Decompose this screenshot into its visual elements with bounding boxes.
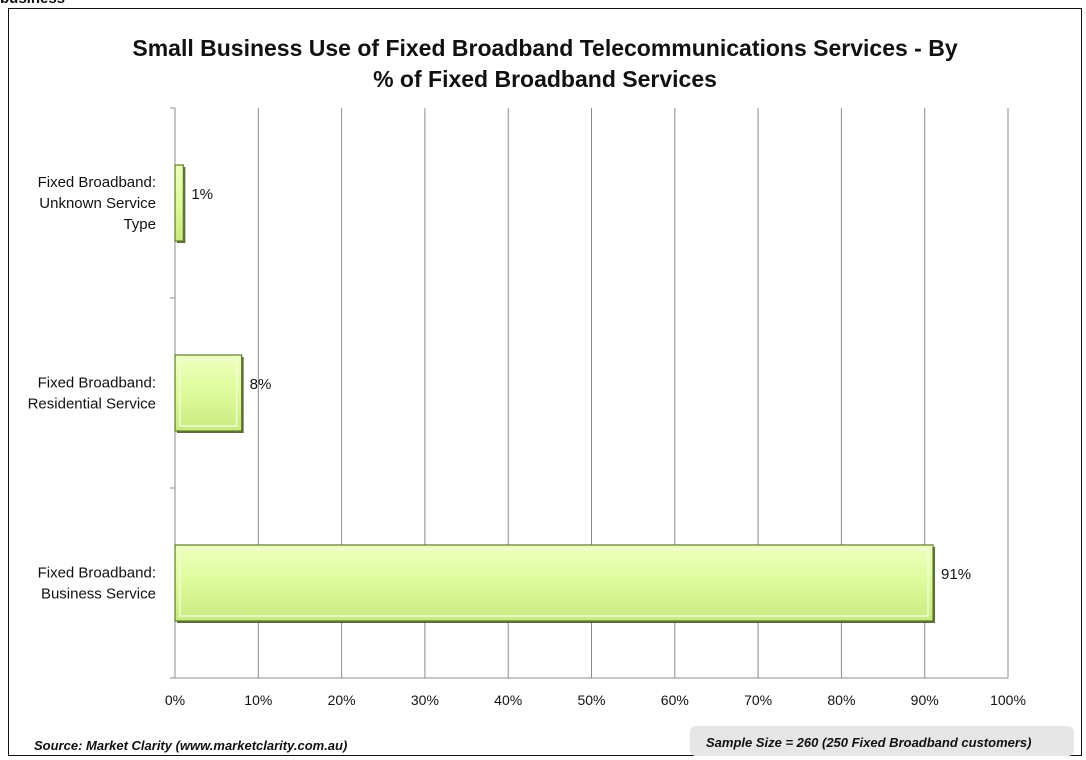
- category-label-line: Type: [123, 216, 156, 233]
- x-tick-label: 0%: [165, 692, 185, 708]
- sample-size-text: Sample Size = 260 (250 Fixed Broadband c…: [706, 735, 1032, 750]
- x-tick-label: 100%: [990, 692, 1026, 708]
- bar-bevel: [179, 359, 238, 427]
- category-label: Fixed Broadband: Residential Service: [28, 375, 156, 413]
- x-tick-label: 50%: [577, 692, 605, 708]
- bar-bevel: [179, 549, 929, 617]
- data-label: 91%: [941, 566, 971, 583]
- chart-title: Small Business Use of Fixed Broadband Te…: [9, 33, 1081, 95]
- x-tick-label: 80%: [827, 692, 855, 708]
- category-label-line: Fixed Broadband:: [38, 565, 156, 582]
- chart-title-line-1: Small Business Use of Fixed Broadband Te…: [132, 35, 958, 61]
- category-label: Fixed Broadband: Business Service: [38, 565, 156, 603]
- category-label-line: Fixed Broadband:: [38, 375, 156, 392]
- x-tick-label: 30%: [411, 692, 439, 708]
- x-tick-label: 10%: [244, 692, 272, 708]
- bar: [174, 354, 243, 432]
- category-label-line: Fixed Broadband:: [38, 174, 156, 191]
- x-tick-label: 20%: [328, 692, 356, 708]
- x-tick-label: 70%: [744, 692, 772, 708]
- x-tick-label: 90%: [911, 692, 939, 708]
- x-tick-label: 60%: [661, 692, 689, 708]
- category-label-line: Residential Service: [28, 396, 156, 413]
- category-label-line: Business Service: [41, 586, 156, 603]
- labels: 0% 10% 20% 30% 40% 50% 60% 70% 80% 90% 100% 1% Fixed…: [28, 174, 1026, 708]
- chart-title-line-2: % of Fixed Broadband Services: [373, 66, 717, 92]
- category-label-line: Unknown Service: [39, 195, 156, 212]
- data-label: 1%: [191, 186, 213, 203]
- x-tick-label: 40%: [494, 692, 522, 708]
- sample-size-box: Sample Size = 260 (250 Fixed Broadband c…: [690, 726, 1074, 756]
- bar: [174, 544, 934, 622]
- source-note: Source: Market Clarity (www.marketclarit…: [34, 738, 348, 753]
- category-label: Fixed Broadband: Unknown Service Type: [38, 174, 156, 233]
- bars: [174, 164, 936, 623]
- bar: [174, 164, 184, 242]
- page-top-fragment: business: [0, 0, 65, 7]
- data-label: 8%: [250, 376, 272, 393]
